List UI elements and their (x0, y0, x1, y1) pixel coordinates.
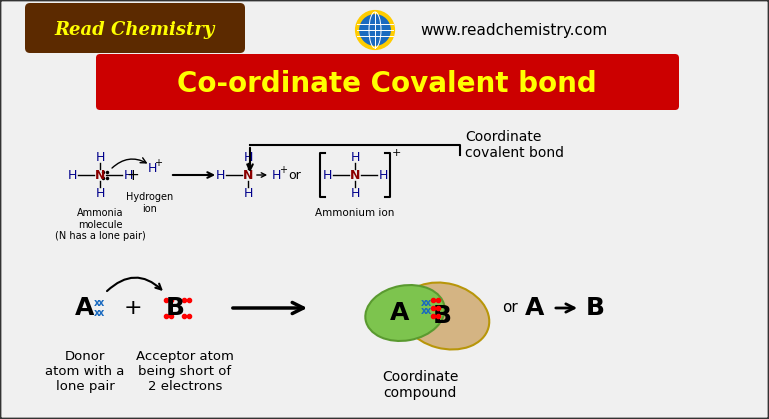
Text: +: + (154, 158, 162, 168)
Text: A: A (391, 301, 410, 325)
Text: H: H (243, 186, 253, 199)
Text: H: H (351, 150, 360, 163)
Text: x: x (425, 306, 431, 316)
Text: x: x (94, 308, 100, 318)
Text: Coordinate
compound: Coordinate compound (382, 370, 458, 400)
FancyBboxPatch shape (25, 3, 245, 53)
Text: +: + (127, 168, 139, 183)
Text: Donor
atom with a
lone pair: Donor atom with a lone pair (45, 350, 125, 393)
Text: Coordinate
covalent bond: Coordinate covalent bond (465, 130, 564, 160)
Text: x: x (98, 298, 104, 308)
Text: H: H (215, 168, 225, 181)
Text: H: H (68, 168, 77, 181)
Text: Ammonia
molecule
(N has a lone pair): Ammonia molecule (N has a lone pair) (55, 208, 145, 241)
Text: N: N (243, 168, 253, 181)
FancyBboxPatch shape (96, 54, 679, 110)
Text: A: A (75, 296, 95, 320)
Text: www.readchemistry.com: www.readchemistry.com (420, 23, 608, 37)
Circle shape (357, 12, 393, 48)
Text: B: B (585, 296, 604, 320)
Text: or: or (502, 300, 518, 316)
Text: H: H (148, 161, 157, 174)
Text: H: H (378, 168, 388, 181)
Text: Read Chemistry: Read Chemistry (55, 21, 215, 39)
Text: H: H (95, 150, 105, 163)
Text: H: H (95, 186, 105, 199)
Text: H: H (123, 168, 133, 181)
Text: H: H (243, 150, 253, 163)
Text: Co-ordinate Covalent bond: Co-ordinate Covalent bond (177, 70, 597, 98)
Text: A: A (525, 296, 544, 320)
Text: x: x (421, 306, 427, 316)
Text: x: x (425, 298, 431, 308)
Text: Acceptor atom
being short of
2 electrons: Acceptor atom being short of 2 electrons (136, 350, 234, 393)
Text: H: H (322, 168, 331, 181)
Text: B: B (165, 296, 185, 320)
Text: H: H (271, 168, 281, 181)
Text: x: x (421, 298, 427, 308)
Text: B: B (432, 304, 451, 328)
Text: H: H (351, 186, 360, 199)
Text: Ammonium ion: Ammonium ion (315, 208, 394, 218)
Text: N: N (350, 168, 360, 181)
Ellipse shape (365, 285, 444, 341)
Text: +: + (279, 165, 287, 175)
Text: Hydrogen
ion: Hydrogen ion (126, 192, 174, 214)
Ellipse shape (401, 282, 489, 349)
Text: +: + (392, 148, 401, 158)
Text: x: x (94, 298, 100, 308)
Text: x: x (98, 308, 104, 318)
Text: N: N (95, 168, 105, 181)
Text: +: + (124, 298, 142, 318)
Text: or: or (288, 168, 301, 181)
